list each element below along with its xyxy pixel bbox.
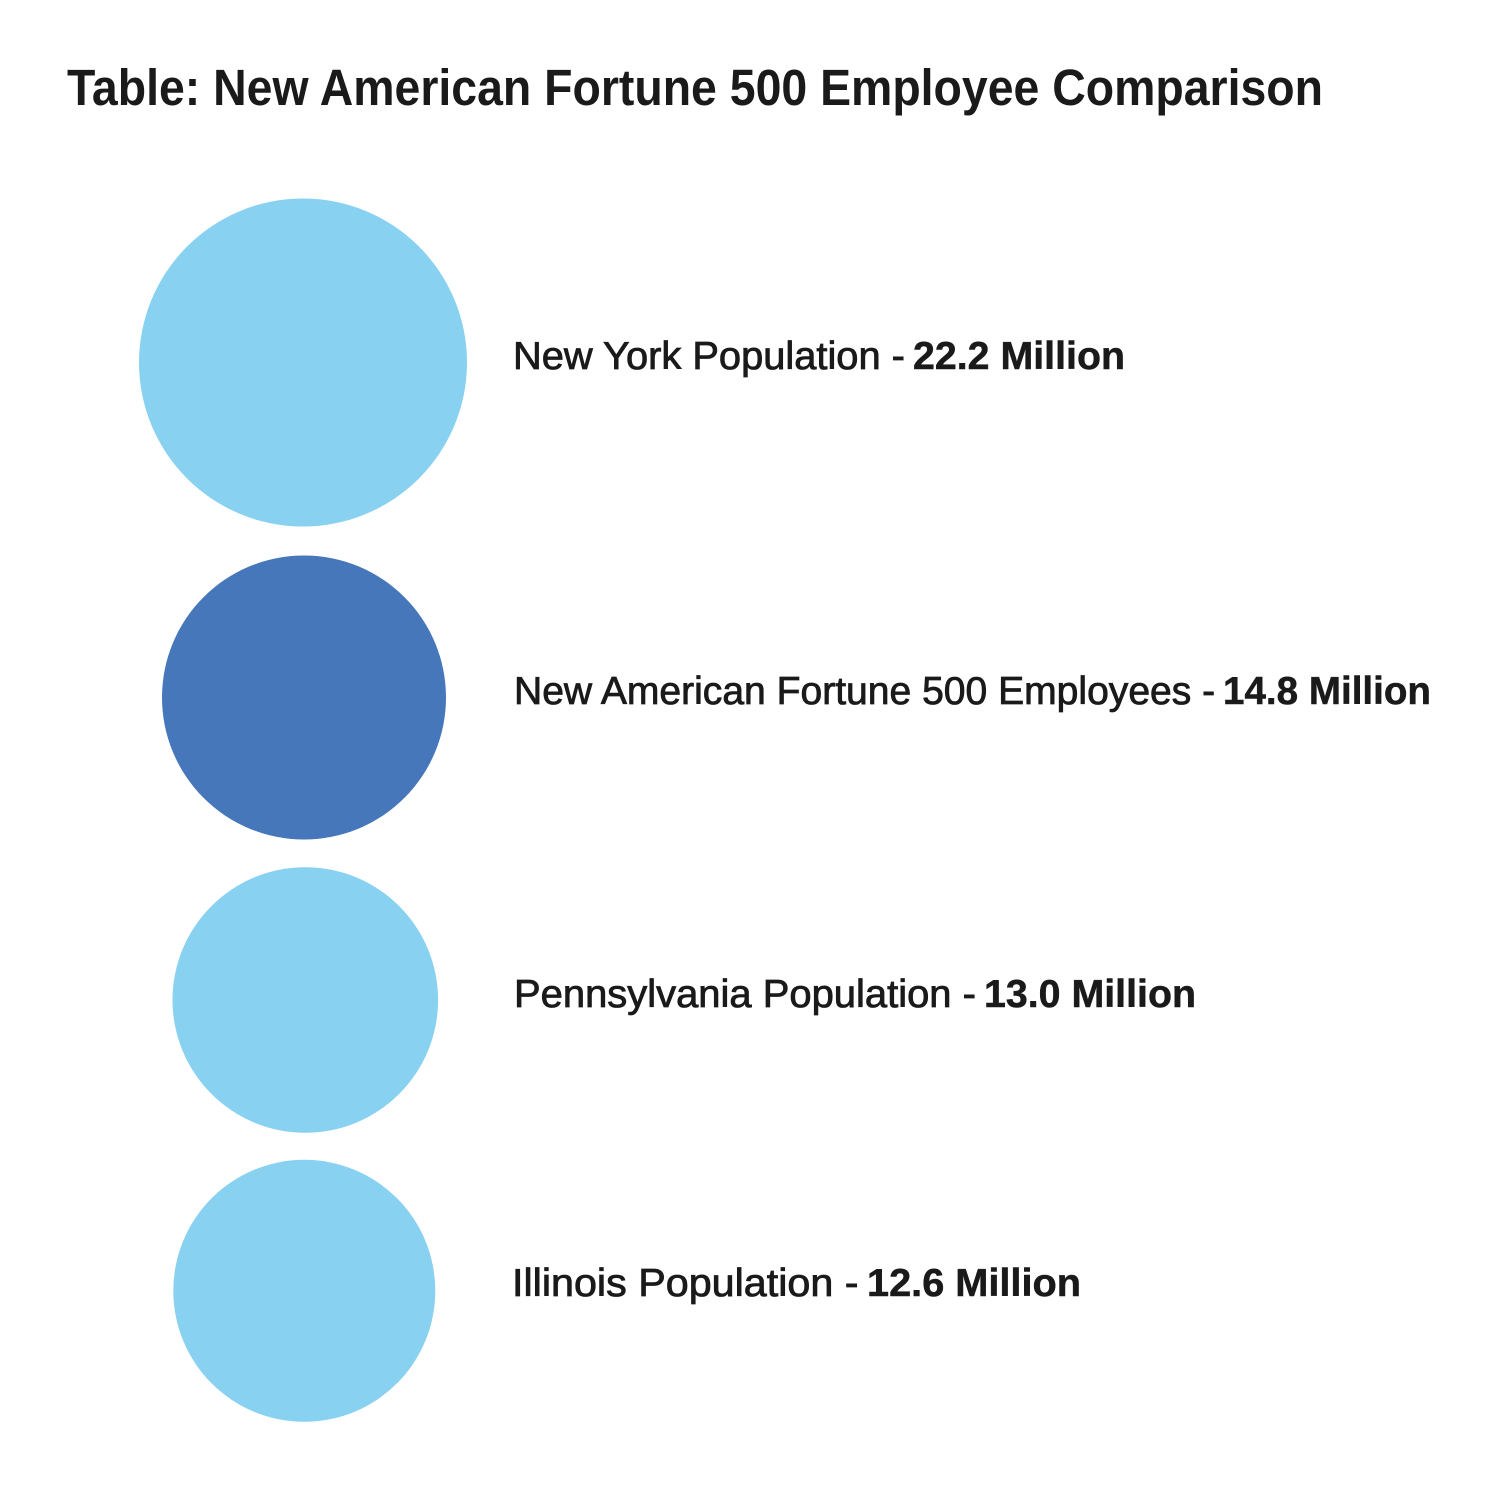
svg-text:22.2 Million: 22.2 Million bbox=[913, 335, 1125, 378]
svg-text:Pennsylvania Population -: Pennsylvania Population - bbox=[514, 973, 987, 1016]
svg-text:12.6 Million: 12.6 Million bbox=[867, 1262, 1081, 1305]
svg-text:Illinois Population -: Illinois Population - bbox=[512, 1262, 870, 1305]
svg-text:13.0 Million: 13.0 Million bbox=[984, 973, 1196, 1016]
svg-text:14.8 Million: 14.8 Million bbox=[1223, 670, 1431, 713]
svg-text:Table: New American Fortune 50: Table: New American Fortune 500 Employee… bbox=[67, 59, 1323, 116]
svg-text:New American Fortune 500 Emplo: New American Fortune 500 Employees - bbox=[514, 670, 1226, 713]
svg-text:New York Population -: New York Population - bbox=[513, 335, 916, 378]
